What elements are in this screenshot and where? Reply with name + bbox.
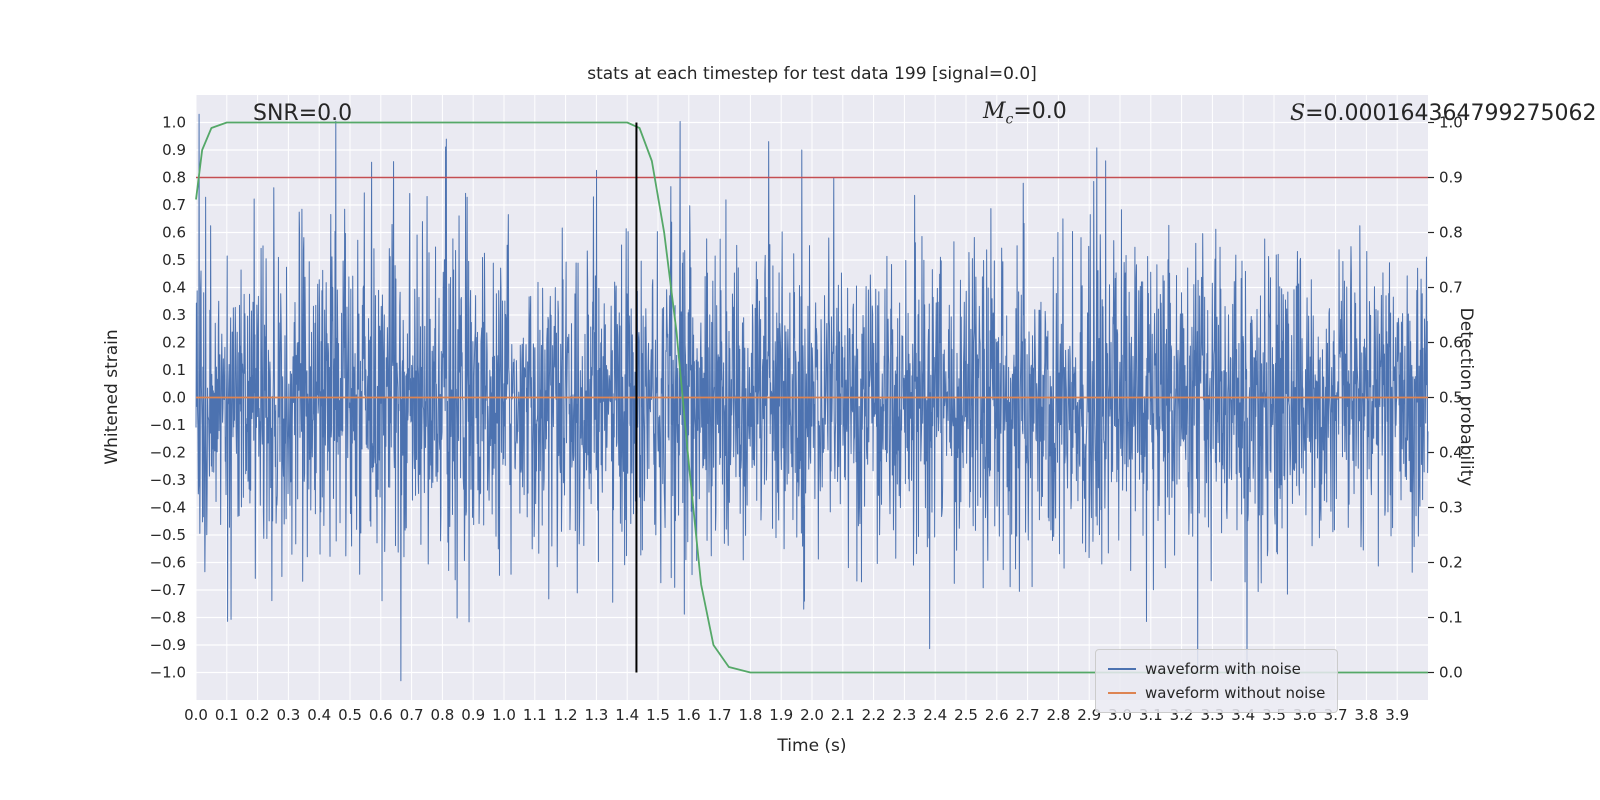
y-tick-label-right: 0.3 bbox=[1439, 499, 1463, 517]
chirp-mass-subscript: c bbox=[1005, 111, 1014, 128]
annotation-snr: SNR=0.0 bbox=[253, 101, 353, 126]
y-tick-label-right: 0.2 bbox=[1439, 554, 1463, 572]
x-tick-label: 3.9 bbox=[1385, 706, 1409, 724]
x-tick-label: 1.6 bbox=[677, 706, 701, 724]
x-tick-label: 2.8 bbox=[1046, 706, 1070, 724]
series-waveform-with-noise bbox=[195, 113, 1429, 682]
y-tick-label-left: 0.1 bbox=[162, 361, 186, 379]
x-tick-label: 0.6 bbox=[369, 706, 393, 724]
x-axis-label: Time (s) bbox=[777, 736, 847, 756]
y-axis-label-left: Whitened strain bbox=[102, 329, 122, 465]
statistic-value: =0.000164364799275062 bbox=[1305, 101, 1597, 126]
y-tick-label-right: 0.8 bbox=[1439, 224, 1463, 242]
chart-title: stats at each timestep for test data 199… bbox=[587, 64, 1037, 84]
x-tick-label: 0.7 bbox=[400, 706, 424, 724]
y-tick-label-left: −0.5 bbox=[150, 526, 186, 544]
annotation-statistic: S=0.000164364799275062 bbox=[1290, 101, 1596, 126]
x-tick-label: 1.1 bbox=[523, 706, 547, 724]
x-tick-label: 1.4 bbox=[615, 706, 639, 724]
x-tick-label: 2.6 bbox=[985, 706, 1009, 724]
chirp-mass-value: =0.0 bbox=[1013, 99, 1067, 124]
y-axis-label-right: Detection probability bbox=[1456, 307, 1476, 487]
y-tick-label-left: −0.3 bbox=[150, 471, 186, 489]
x-tick-label: 0.3 bbox=[276, 706, 300, 724]
y-tick-label-left: 0.5 bbox=[162, 251, 186, 269]
y-tick-label-left: 0.6 bbox=[162, 224, 186, 242]
legend-line-with-noise bbox=[1108, 668, 1136, 670]
x-tick-label: 2.1 bbox=[831, 706, 855, 724]
x-tick-label: 0.5 bbox=[338, 706, 362, 724]
legend-label-with-noise: waveform with noise bbox=[1145, 660, 1301, 678]
x-tick-label: 0.9 bbox=[461, 706, 485, 724]
y-tick-label-right: 0.9 bbox=[1439, 169, 1463, 187]
y-tick-label-right: 0.6 bbox=[1439, 334, 1463, 352]
y-tick-label-right: 0.1 bbox=[1439, 609, 1463, 627]
y-tick-label-left: −0.9 bbox=[150, 636, 186, 654]
x-tick-label: 1.8 bbox=[738, 706, 762, 724]
x-tick-label: 1.9 bbox=[769, 706, 793, 724]
y-tick-label-left: 0.4 bbox=[162, 279, 186, 297]
y-tick-label-left: 0.2 bbox=[162, 334, 186, 352]
chirp-mass-symbol: M bbox=[983, 99, 1006, 124]
x-tick-label: 3.8 bbox=[1354, 706, 1378, 724]
x-tick-label: 0.4 bbox=[307, 706, 331, 724]
legend: waveform with noise waveform without noi… bbox=[1095, 649, 1339, 713]
x-tick-label: 1.2 bbox=[554, 706, 578, 724]
x-tick-label: 2.5 bbox=[954, 706, 978, 724]
x-tick-label: 0.1 bbox=[215, 706, 239, 724]
x-tick-label: 1.0 bbox=[492, 706, 516, 724]
x-tick-label: 2.2 bbox=[862, 706, 886, 724]
y-tick-label-left: −0.2 bbox=[150, 444, 186, 462]
y-tick-label-left: 0.9 bbox=[162, 141, 186, 159]
series-detection-probability bbox=[195, 121, 1428, 674]
x-tick-label: 0.0 bbox=[184, 706, 208, 724]
y-tick-label-right: 0.5 bbox=[1439, 389, 1463, 407]
y-tick-label-left: 0.7 bbox=[162, 196, 186, 214]
y-tick-label-left: 0.0 bbox=[162, 389, 186, 407]
legend-label-without-noise: waveform without noise bbox=[1145, 684, 1326, 702]
legend-item-without-noise: waveform without noise bbox=[1108, 681, 1325, 705]
x-tick-label: 2.7 bbox=[1016, 706, 1040, 724]
y-tick-label-left: −0.6 bbox=[150, 554, 186, 572]
y-tick-label-right: 0.0 bbox=[1439, 664, 1463, 682]
x-tick-label: 2.3 bbox=[892, 706, 916, 724]
y-tick-label-left: −0.8 bbox=[150, 609, 186, 627]
y-tick-label-left: 0.3 bbox=[162, 306, 186, 324]
y-tick-label-left: −0.1 bbox=[150, 416, 186, 434]
y-tick-label-left: 0.8 bbox=[162, 169, 186, 187]
y-tick-label-left: 1.0 bbox=[162, 114, 186, 132]
x-tick-label: 1.3 bbox=[584, 706, 608, 724]
x-tick-label: 0.2 bbox=[246, 706, 270, 724]
x-tick-label: 1.7 bbox=[708, 706, 732, 724]
annotation-chirp-mass: Mc=0.0 bbox=[983, 99, 1067, 127]
y-tick-label-left: −0.7 bbox=[150, 581, 186, 599]
legend-line-without-noise bbox=[1108, 692, 1136, 694]
y-tick-label-right: 0.4 bbox=[1439, 444, 1463, 462]
y-tick-label-right: 1.0 bbox=[1439, 114, 1463, 132]
statistic-symbol: S bbox=[1290, 101, 1306, 126]
x-tick-label: 2.0 bbox=[800, 706, 824, 724]
legend-item-with-noise: waveform with noise bbox=[1108, 657, 1325, 681]
x-tick-label: 0.8 bbox=[430, 706, 454, 724]
x-tick-label: 2.4 bbox=[923, 706, 947, 724]
y-tick-label-left: −1.0 bbox=[150, 664, 186, 682]
x-tick-label: 1.5 bbox=[646, 706, 670, 724]
y-tick-label-left: −0.4 bbox=[150, 499, 186, 517]
y-tick-label-right: 0.7 bbox=[1439, 279, 1463, 297]
